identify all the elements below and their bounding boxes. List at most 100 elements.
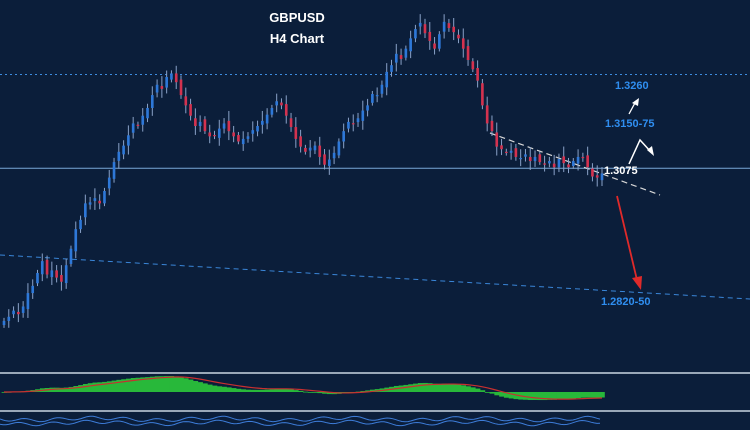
bull-candle [21,306,25,313]
macd-bar [149,376,156,392]
bull-candle [217,128,221,138]
macd-bar [523,392,529,400]
bull-candle [170,73,173,80]
macd-bar [413,383,419,392]
bear-candle [179,79,183,96]
bull-candle [409,38,412,52]
bear-candle [528,156,532,162]
bull-candle [84,203,87,218]
bull-candle [361,110,365,121]
bear-candle [160,86,164,89]
macd-bar [427,383,433,392]
bear-candle [428,31,432,41]
bull-candle [141,115,145,125]
macd-bar [164,376,170,392]
macd-bar [87,383,93,392]
bull-candle [509,150,513,153]
bear-candle [60,275,63,282]
bear-candle [289,118,293,128]
bull-candle [337,141,341,156]
macd-bar [484,392,490,393]
macd-bar [546,392,553,400]
bear-candle [514,148,518,157]
bull-candle [371,94,374,103]
macd-bar [537,392,543,401]
bear-candle [194,118,197,127]
bear-candle [189,104,192,116]
macd-bar [111,380,117,392]
macd-bar [207,384,213,392]
bull-candle [7,316,11,321]
bull-candle [270,107,274,115]
bear-candle [299,136,302,147]
macd-bar [140,377,146,392]
macd-bar [264,389,270,392]
macd-bar [236,388,242,392]
bull-candle [256,126,259,132]
rsi-line [0,419,601,427]
macd-bar [489,392,495,394]
macd-bar [97,382,103,392]
macd-bar [580,392,586,398]
bull-candle [36,272,39,284]
macd-bar [451,384,457,392]
macd-bar [178,377,184,392]
bear-candle [294,127,298,139]
macd-bar [173,376,180,392]
level-label-1-3150-75: 1.3150-75 [605,118,655,130]
macd-bar [102,381,108,392]
macd-bar [283,388,290,392]
bear-candle [98,200,101,204]
macd-bar [465,386,471,392]
bear-candle [447,23,451,29]
macd-bar [446,383,452,392]
bull-candle [265,114,269,124]
bear-candle [227,120,231,132]
macd-bar [480,390,486,392]
macd-bar [116,379,122,392]
macd-bar [154,376,160,392]
bull-candle [131,123,135,133]
level-label-1-3260: 1.3260 [615,80,649,92]
macd-bar [274,388,280,392]
bull-candle [261,120,264,125]
chart-title-symbol: GBPUSD [269,10,325,25]
macd-bar [106,381,113,392]
bull-candle [165,77,168,88]
macd-bar [436,383,443,392]
bear-candle [461,38,465,49]
macd-bar [259,389,266,392]
candlestick-series [2,14,604,328]
macd-bar [226,387,232,392]
bull-candle [548,161,551,164]
macd-bar [594,392,601,398]
bull-candle [342,131,345,142]
bear-candle [208,132,212,137]
bull-candle [275,101,279,106]
macd-bar [456,384,462,392]
macd-signal-line [3,376,603,400]
macd-bar [494,392,500,396]
bull-candle [394,53,398,63]
bull-candle [313,145,317,151]
bear-candle [399,55,403,59]
bull-candle [438,34,441,49]
bull-candle [107,177,111,189]
level-label-1-2820-50: 1.2820-50 [601,296,651,308]
bull-candle [251,130,255,134]
bullish-up-arrow [628,98,639,115]
bear-candle [232,132,235,137]
bear-candle [538,154,542,163]
bear-candle [476,68,479,81]
rsi-line [0,415,601,423]
bull-candle [222,123,226,129]
bull-candle [88,202,92,205]
bear-candle [304,147,307,152]
bull-candle [241,138,245,145]
bear-candle [323,154,326,165]
macd-bar [92,382,98,392]
macd-bar [303,391,309,393]
macd-bar [417,383,423,392]
bull-candle [246,136,250,139]
